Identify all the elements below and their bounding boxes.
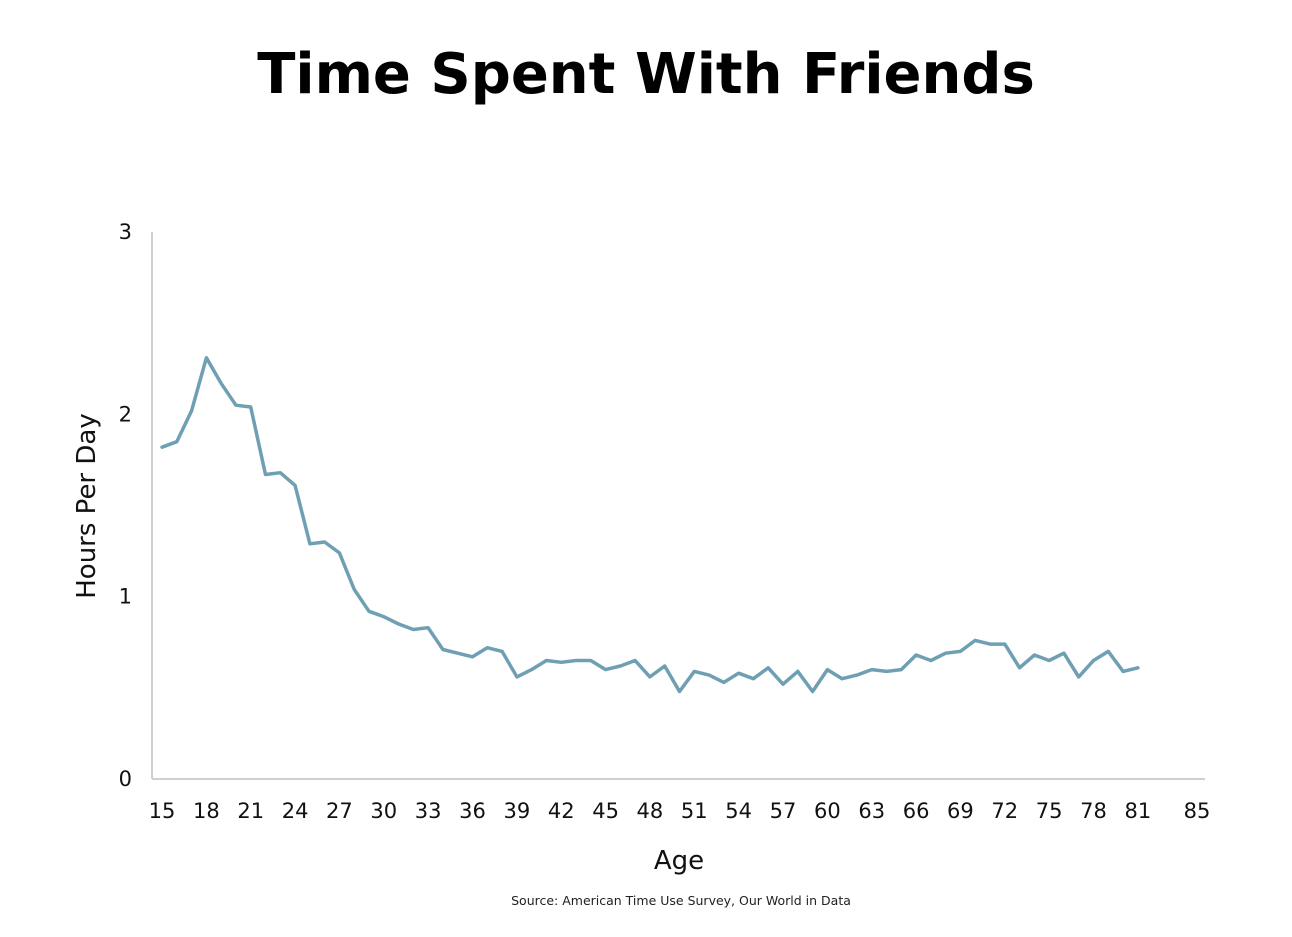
x-tick-label: 72	[991, 799, 1018, 823]
x-tick-label: 66	[903, 799, 930, 823]
x-tick-label: 45	[592, 799, 619, 823]
y-tick-label: 0	[119, 767, 132, 791]
x-tick-label: 54	[725, 799, 752, 823]
x-tick-label: 30	[370, 799, 397, 823]
x-tick-label: 69	[947, 799, 974, 823]
series-group	[160, 356, 1140, 694]
x-tick-label: 51	[681, 799, 708, 823]
x-tick-label: 81	[1124, 799, 1151, 823]
axes	[151, 232, 1205, 780]
x-tick-label: 27	[326, 799, 353, 823]
x-tick-label: 75	[1036, 799, 1063, 823]
x-tick-labels: 15 18 21 24 27 30 33 36 39 42 45 48 51 54 57 60 63 66 69 72…	[149, 799, 1211, 823]
x-tick-label: 33	[415, 799, 442, 823]
x-tick-label: 63	[858, 799, 885, 823]
series-line	[160, 356, 1140, 694]
x-tick-label: 60	[814, 799, 841, 823]
chart-title: Time Spent With Friends	[257, 42, 1035, 107]
x-tick-label: 39	[503, 799, 530, 823]
y-tick-label: 1	[119, 585, 132, 609]
y-axis-label: Hours Per Day	[72, 413, 102, 598]
x-tick-label: 42	[548, 799, 575, 823]
x-tick-label: 48	[637, 799, 664, 823]
y-tick-label: 3	[119, 220, 132, 244]
x-tick-label: 85	[1184, 799, 1211, 823]
x-tick-label: 18	[193, 799, 220, 823]
y-tick-labels: 0 1 2 3	[119, 220, 132, 791]
x-axis-label: Age	[654, 846, 704, 876]
x-tick-label: 15	[149, 799, 176, 823]
x-tick-label: 78	[1080, 799, 1107, 823]
source-note: Source: American Time Use Survey, Our Wo…	[511, 893, 851, 908]
y-tick-label: 2	[119, 402, 132, 426]
x-tick-label: 24	[282, 799, 309, 823]
x-tick-label: 21	[237, 799, 264, 823]
x-tick-label: 36	[459, 799, 486, 823]
x-tick-label: 57	[770, 799, 797, 823]
